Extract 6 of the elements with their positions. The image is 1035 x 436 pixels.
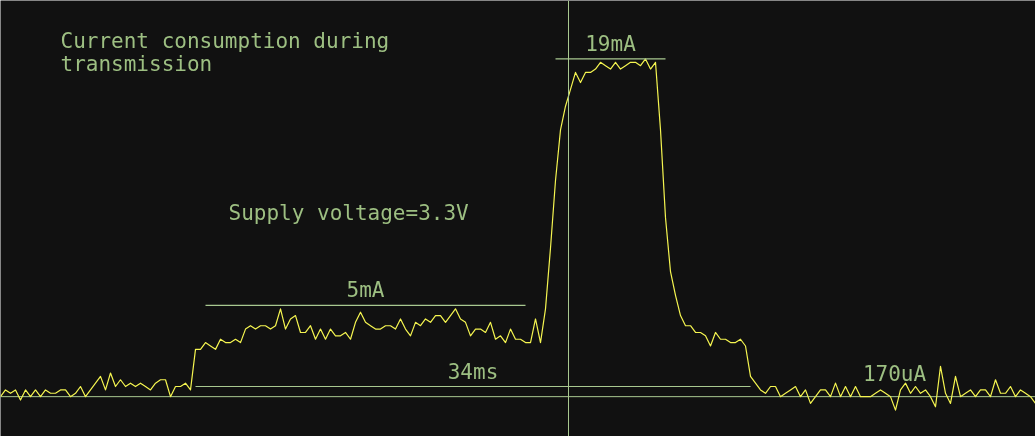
series-label: 5mA <box>346 278 385 303</box>
series-label: 19mA <box>585 31 637 56</box>
annotation: Supply voltage=3.3V <box>228 200 470 225</box>
series-label: 34ms <box>447 359 499 384</box>
annotation: 170uA <box>862 361 927 386</box>
chart-title: Current consumption during transmission <box>60 28 390 76</box>
